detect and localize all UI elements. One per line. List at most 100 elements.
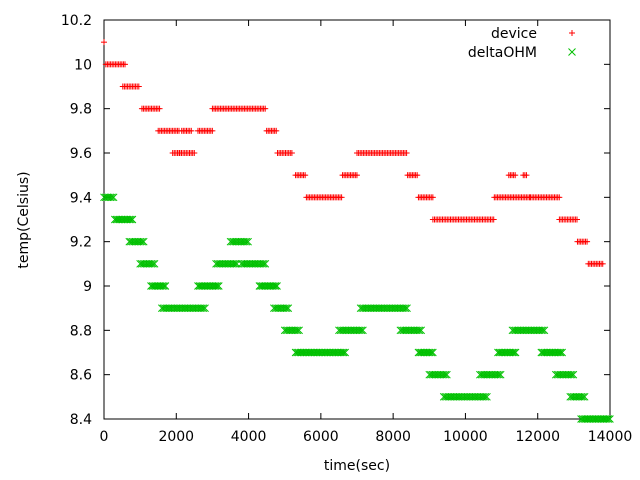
data-point xyxy=(150,259,159,268)
data-point xyxy=(556,194,563,201)
data-point xyxy=(295,326,303,335)
data-point xyxy=(511,348,520,357)
data-point xyxy=(214,282,223,290)
data-point xyxy=(242,237,251,246)
data-point xyxy=(567,370,576,379)
data-point xyxy=(403,150,410,156)
legend-label-deltaohm: deltaOHM xyxy=(468,45,537,61)
x-tick-label: 4000 xyxy=(231,429,267,445)
data-point xyxy=(355,326,364,335)
data-point xyxy=(569,370,578,379)
x-axis: 0 2000 4000 6000 8000 10000 12000 14000 xyxy=(100,20,632,445)
data-point xyxy=(425,348,434,357)
data-point xyxy=(604,415,613,423)
plot-frame xyxy=(103,19,611,420)
data-point xyxy=(338,194,345,201)
data-point xyxy=(288,150,295,156)
legend-marker-deltaohm xyxy=(568,48,576,56)
data-point xyxy=(109,193,118,202)
data-point xyxy=(158,282,167,290)
legend-plus-marker xyxy=(569,30,575,36)
data-point xyxy=(341,348,350,357)
data-point xyxy=(357,326,366,335)
data-point xyxy=(149,259,157,268)
data-point xyxy=(201,304,209,313)
data-point xyxy=(241,237,249,246)
data-point xyxy=(429,194,436,201)
y-tick-label: 8.6 xyxy=(70,368,92,384)
data-point xyxy=(512,172,519,179)
y-axis: 8.4 8.6 8.8 9 9.2 9.4 9.6 9.8 10 10.2 xyxy=(61,13,610,428)
data-point xyxy=(126,215,135,224)
data-point xyxy=(599,260,606,267)
y-tick-label: 9.8 xyxy=(70,102,92,118)
data-point xyxy=(293,326,302,335)
x-tick-label: 12000 xyxy=(515,429,560,445)
data-point xyxy=(139,237,148,246)
data-point xyxy=(540,326,549,335)
data-point xyxy=(156,105,163,112)
data-point xyxy=(399,304,408,313)
data-point xyxy=(101,39,107,46)
data-point xyxy=(483,392,491,401)
data-point xyxy=(479,392,488,401)
data-point xyxy=(159,282,168,290)
data-point xyxy=(566,370,575,379)
data-point xyxy=(128,215,137,224)
data-point xyxy=(292,326,300,335)
data-point xyxy=(191,150,198,156)
data-point xyxy=(417,326,426,335)
y-tick-label: 8.8 xyxy=(70,323,92,339)
data-point xyxy=(244,237,252,246)
data-point xyxy=(414,326,422,335)
data-point xyxy=(481,392,490,401)
data-point xyxy=(188,127,195,134)
data-point xyxy=(495,370,503,379)
data-point xyxy=(197,304,206,313)
data-point xyxy=(523,172,530,179)
data-point xyxy=(147,259,156,268)
x-tick-label: 6000 xyxy=(303,429,339,445)
data-point xyxy=(427,348,436,357)
data-point xyxy=(269,282,278,290)
data-point xyxy=(338,348,346,357)
data-point xyxy=(135,83,142,90)
y-tick-label: 8.4 xyxy=(70,412,92,428)
data-point xyxy=(555,348,563,357)
data-point xyxy=(574,216,580,223)
data-point xyxy=(538,326,547,335)
data-point xyxy=(199,304,208,313)
legend: device deltaOHM xyxy=(468,26,576,61)
y-tick-label: 9.4 xyxy=(70,190,92,206)
y-tick-label: 10 xyxy=(74,57,92,73)
data-point xyxy=(284,304,293,313)
data-point xyxy=(161,282,170,290)
series-device xyxy=(101,39,606,267)
y-tick-label: 9.2 xyxy=(70,235,92,251)
data-point xyxy=(273,127,280,134)
data-point xyxy=(122,61,129,68)
data-point xyxy=(231,259,240,268)
data-point xyxy=(602,415,611,423)
y-axis-label: temp(Celsius) xyxy=(16,171,32,268)
data-point xyxy=(537,326,546,335)
data-point xyxy=(261,259,270,268)
data-point xyxy=(496,370,505,379)
data-point xyxy=(606,415,614,423)
data-point xyxy=(339,348,348,357)
data-point xyxy=(508,348,517,357)
data-point xyxy=(262,105,269,112)
data-point xyxy=(281,304,289,313)
data-point xyxy=(577,392,586,401)
data-point xyxy=(213,282,222,290)
data-point xyxy=(441,370,450,379)
data-point xyxy=(259,259,268,268)
x-axis-label: time(sec) xyxy=(324,458,390,474)
data-point xyxy=(580,392,589,401)
data-point xyxy=(138,237,146,246)
data-point xyxy=(271,282,280,290)
data-point xyxy=(403,304,411,313)
legend-label-device: device xyxy=(491,26,537,42)
series-deltaohm xyxy=(100,193,614,423)
data-point xyxy=(493,370,502,379)
